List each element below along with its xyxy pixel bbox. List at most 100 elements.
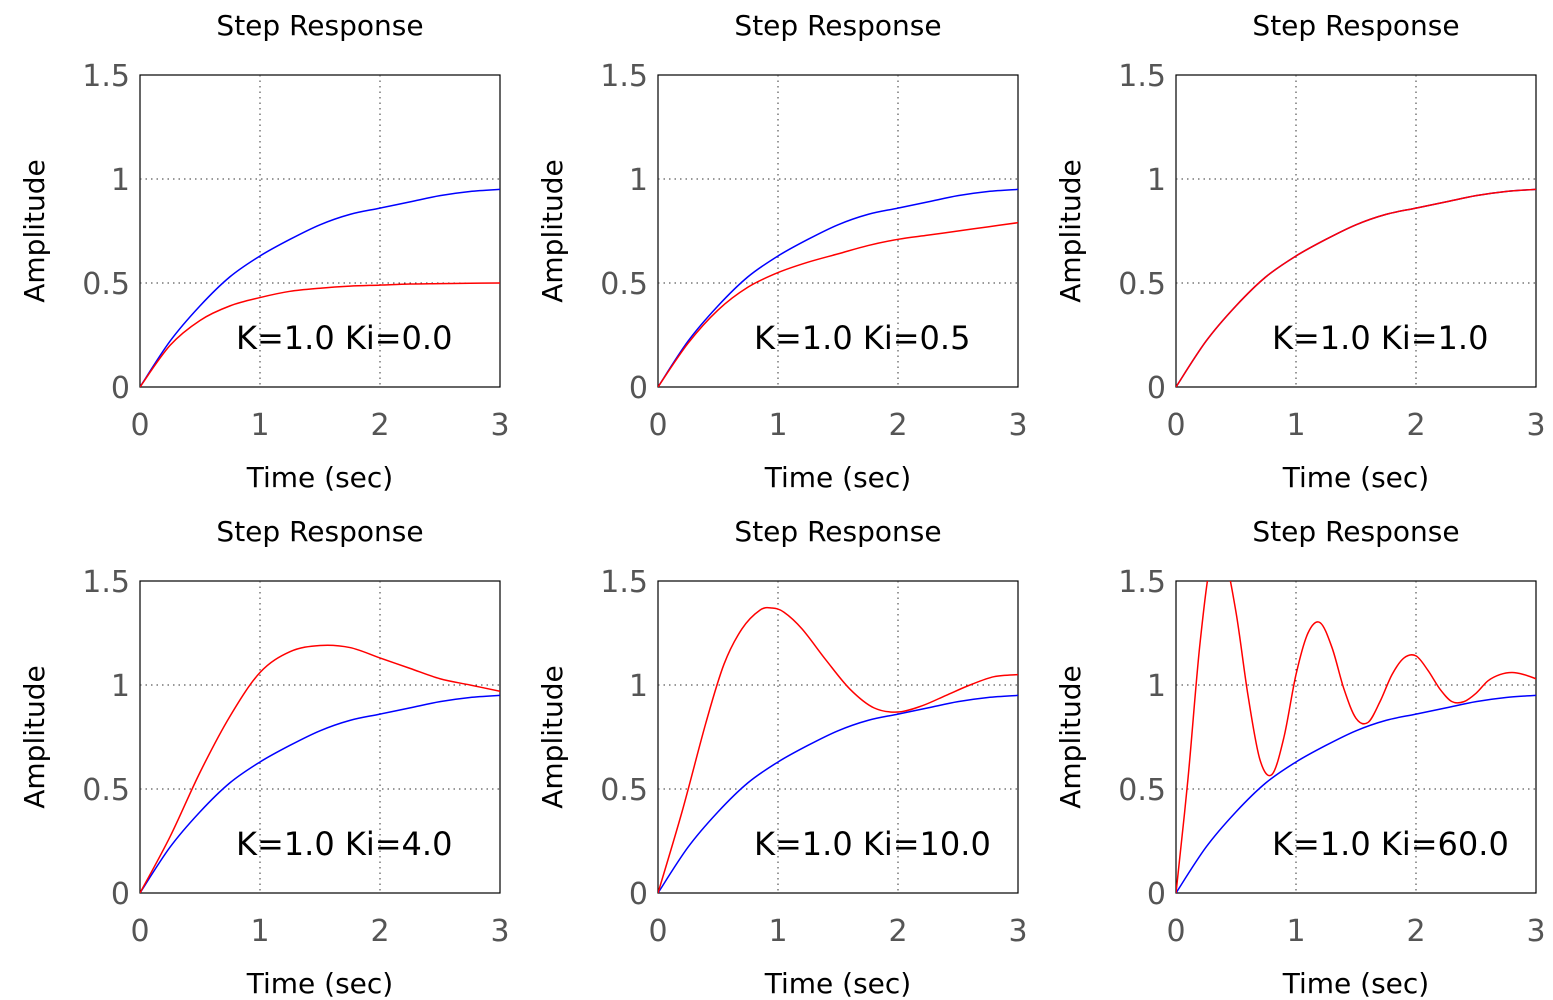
y-tick-label: 1.5 [600,59,648,94]
gain-annotation: K=1.0 Ki=0.0 [236,319,452,357]
x-axis-label: Time (sec) [1282,967,1429,1000]
y-tick-label: 0 [1147,877,1166,912]
y-tick-label: 0.5 [1118,267,1166,302]
y-tick-label: 0.5 [82,267,130,302]
y-axis-label: Amplitude [536,665,569,809]
subplot-4: Step Response 0 1 2 3 0 0.5 1 1.5 Time (sec) Ampli… [18,515,510,1000]
x-axis-label: Time (sec) [246,461,393,494]
subplot-2: Step Response 0 1 2 3 0 0.5 1 1.5 Time (sec) Ampli… [536,9,1028,494]
x-tick-label: 1 [250,408,269,443]
series-line-blue [1176,694,1536,893]
y-tick-label: 1.5 [82,565,130,600]
x-tick-label: 3 [1008,408,1027,443]
y-tick-label: 1.5 [1118,565,1166,600]
subplot-title: Step Response [216,515,423,548]
series-line-blue [658,188,1018,387]
grid [1176,75,1536,387]
y-tick-label: 1.5 [82,59,130,94]
series-line-red [140,644,500,893]
gain-annotation: K=1.0 Ki=4.0 [236,825,452,863]
series-line-red [658,221,1018,387]
gain-annotation: K=1.0 Ki=60.0 [1272,825,1509,863]
x-tick-label: 0 [1166,408,1185,443]
gain-annotation: K=1.0 Ki=1.0 [1272,319,1488,357]
x-tick-label: 3 [1526,408,1545,443]
series-line-red [1176,188,1536,387]
y-tick-label: 1 [111,669,130,704]
subplot-title: Step Response [734,515,941,548]
series-line-blue [140,188,500,387]
x-tick-label: 3 [1526,914,1545,949]
y-tick-label: 0.5 [82,773,130,808]
axes-frame [1175,580,1537,894]
grid [658,75,1018,387]
y-tick-label: 0.5 [1118,773,1166,808]
y-tick-label: 1.5 [1118,59,1166,94]
y-tick-label: 1 [1147,163,1166,198]
subplot-5: Step Response 0 1 2 3 0 0.5 1 1.5 Time (sec) Ampli… [536,515,1028,1000]
y-tick-label: 0 [629,371,648,406]
x-axis-label: Time (sec) [246,967,393,1000]
y-axis-label: Amplitude [18,159,51,303]
x-tick-label: 0 [130,914,149,949]
x-tick-label: 0 [648,408,667,443]
y-axis-label: Amplitude [1054,665,1087,809]
x-tick-label: 2 [370,408,389,443]
x-tick-label: 2 [888,408,907,443]
x-tick-label: 1 [768,914,787,949]
grid [140,581,500,893]
subplot-3: Step Response 0 1 2 3 0 0.5 1 1.5 Time (sec) Ampli… [1054,9,1546,494]
x-tick-label: 3 [490,914,509,949]
y-tick-label: 0.5 [600,773,648,808]
x-tick-label: 2 [370,914,389,949]
y-axis-label: Amplitude [1054,159,1087,303]
axes-frame [139,580,501,894]
y-axis-label: Amplitude [536,159,569,303]
axes-frame [657,580,1019,894]
x-tick-label: 2 [888,914,907,949]
gain-annotation: K=1.0 Ki=10.0 [754,825,991,863]
subplot-title: Step Response [1252,9,1459,42]
series-line-blue [140,694,500,893]
x-tick-label: 3 [490,408,509,443]
x-axis-label: Time (sec) [764,461,911,494]
y-tick-label: 1.5 [600,565,648,600]
y-tick-label: 0.5 [600,267,648,302]
grid [658,581,1018,893]
y-tick-label: 1 [1147,669,1166,704]
subplot-6: Step Response 0 1 2 3 0 0.5 1 1.5 Time (sec) Ampli… [1054,515,1546,1000]
y-tick-label: 1 [629,669,648,704]
y-tick-label: 1 [629,163,648,198]
x-tick-label: 0 [130,408,149,443]
series-line-red [140,282,500,387]
series-line-blue [658,694,1018,893]
gain-annotation: K=1.0 Ki=0.5 [754,319,970,357]
x-tick-label: 1 [250,914,269,949]
x-tick-label: 2 [1406,408,1425,443]
subplot-title: Step Response [216,9,423,42]
y-tick-label: 0 [111,371,130,406]
grid [140,75,500,387]
y-tick-label: 0 [629,877,648,912]
x-tick-label: 1 [1286,408,1305,443]
y-axis-label: Amplitude [18,665,51,809]
subplot-title: Step Response [734,9,941,42]
subplot-title: Step Response [1252,515,1459,548]
y-tick-label: 0 [111,877,130,912]
x-tick-label: 0 [1166,914,1185,949]
x-tick-label: 0 [648,914,667,949]
x-axis-label: Time (sec) [764,967,911,1000]
y-tick-label: 0 [1147,371,1166,406]
axes-frame [139,74,501,388]
axes-frame [1175,74,1537,388]
series-line-red [1176,581,1536,893]
subplot-1: Step Response 0 1 2 3 0 0.5 1 1.5 Time (sec) Ampli… [18,9,510,494]
x-tick-label: 3 [1008,914,1027,949]
x-axis-label: Time (sec) [1282,461,1429,494]
series-line-red [658,606,1018,893]
y-tick-label: 1 [111,163,130,198]
x-tick-label: 1 [768,408,787,443]
x-tick-label: 2 [1406,914,1425,949]
